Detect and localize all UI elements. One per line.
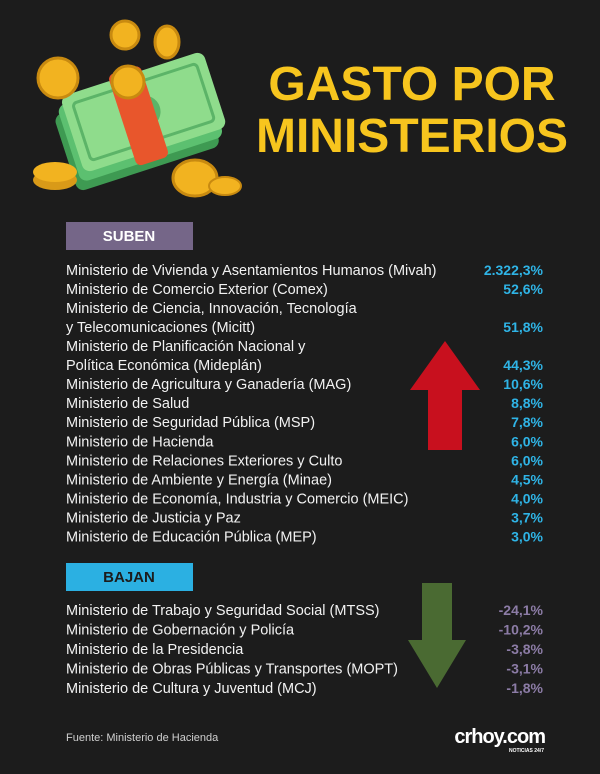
ministry-name: Ministerio de Educación Pública (MEP) <box>66 529 317 545</box>
title-line: GASTO POR <box>268 58 555 111</box>
ministry-name: Ministerio de Justicia y Paz <box>66 510 241 526</box>
ministry-name: Ministerio de Planificación Nacional y <box>66 339 306 355</box>
logo: crhoy.com <box>454 726 545 748</box>
section-label-box <box>66 563 193 591</box>
change-value: 4,5% <box>511 471 543 487</box>
ministry-name: Ministerio de Gobernación y Policía <box>66 623 295 639</box>
change-value: 4,0% <box>511 490 543 506</box>
section-label-box <box>66 222 193 250</box>
ministry-name: Ministerio de Obras Públicas y Transport… <box>66 662 398 678</box>
change-value: 10,6% <box>503 376 543 392</box>
title-line: MINISTERIOS <box>256 110 568 163</box>
change-value: 51,8% <box>503 319 543 335</box>
change-value: 7,8% <box>511 414 543 430</box>
section-label: BAJAN <box>103 569 155 586</box>
ministry-name: Ministerio de Seguridad Pública (MSP) <box>66 415 315 431</box>
source: Fuente: Ministerio de Hacienda <box>66 732 219 744</box>
arrow-down <box>408 583 466 688</box>
change-value: -10,2% <box>499 622 544 638</box>
ministry-name: Ministerio de Trabajo y Seguridad Social… <box>66 603 380 619</box>
ministry-name: Ministerio de Agricultura y Ganadería (M… <box>66 377 351 393</box>
change-value: 8,8% <box>511 395 543 411</box>
money-illustration <box>33 19 242 198</box>
ministry-name: Ministerio de Economía, Industria y Come… <box>66 491 408 507</box>
ministry-name: Ministerio de Comercio Exterior (Comex) <box>66 282 328 298</box>
ministry-name: Ministerio de Ciencia, Innovación, Tecno… <box>66 301 358 317</box>
ministry-name: Ministerio de Relaciones Exteriores y Cu… <box>66 453 342 469</box>
ministry-name: Ministerio de Salud <box>66 396 189 412</box>
ministry-name: y Telecomunicaciones (Micitt) <box>66 320 255 336</box>
logo-tagline: NOTICIAS 24/7 <box>509 748 544 754</box>
section-label: SUBEN <box>103 228 156 245</box>
change-value: 3,0% <box>511 528 543 544</box>
change-value: 52,6% <box>503 281 543 297</box>
change-value: 3,7% <box>511 509 543 525</box>
change-value: 44,3% <box>503 357 543 373</box>
ministry-name: Ministerio de la Presidencia <box>66 642 244 658</box>
change-value: -24,1% <box>499 602 544 618</box>
change-value: 2.322,3% <box>484 262 544 278</box>
change-value: 6,0% <box>511 452 543 468</box>
ministry-name: Política Económica (Mideplán) <box>66 358 262 374</box>
change-value: -1,8% <box>506 680 543 696</box>
change-value: -3,8% <box>506 641 543 657</box>
ministry-name: Ministerio de Cultura y Juventud (MCJ) <box>66 681 317 697</box>
ministry-name: Ministerio de Hacienda <box>66 434 214 450</box>
ministry-name: Ministerio de Vivienda y Asentamientos H… <box>66 263 436 279</box>
change-value: 6,0% <box>511 433 543 449</box>
ministry-name: Ministerio de Ambiente y Energía (Minae) <box>66 472 332 488</box>
change-value: -3,1% <box>506 661 543 677</box>
arrow-up <box>410 341 480 450</box>
